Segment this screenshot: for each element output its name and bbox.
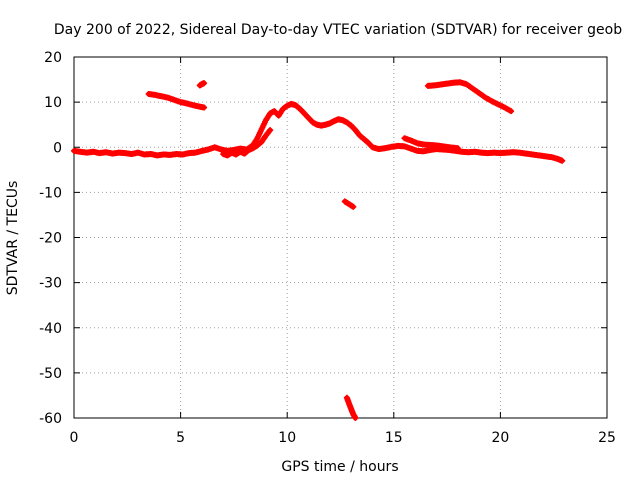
y-tick-label: -30	[39, 276, 62, 292]
series-4	[196, 80, 208, 89]
y-tick-label: 10	[44, 95, 62, 111]
series-band	[71, 101, 565, 164]
y-tick-label: 20	[44, 50, 62, 66]
x-tick-label: 10	[278, 430, 296, 446]
series-band	[146, 91, 207, 110]
series-band	[425, 79, 514, 114]
series-2	[401, 135, 461, 152]
x-tick-label: 20	[491, 430, 509, 446]
series-band	[220, 127, 273, 158]
series-7	[343, 394, 359, 421]
y-tick-label: -60	[39, 411, 62, 427]
y-tick-labels: 20 10 0 -10 -20 -30 -40 -50 -60	[39, 50, 62, 427]
series-6	[341, 198, 357, 210]
y-tick-label: -40	[39, 321, 62, 337]
x-tick-label: 0	[70, 430, 79, 446]
y-tick-label: -10	[39, 185, 62, 201]
series-band	[342, 198, 356, 210]
series-3	[145, 91, 208, 111]
series-band	[402, 135, 461, 151]
y-tick-label: -20	[39, 231, 62, 247]
grid-lines	[74, 57, 607, 418]
series-5	[424, 79, 515, 115]
series-0	[71, 100, 566, 164]
y-tick-label: 0	[53, 140, 62, 156]
series-band	[344, 395, 358, 421]
plot-frame	[73, 56, 608, 419]
chart-title: Day 200 of 2022, Sidereal Day-to-day VTE…	[54, 22, 622, 38]
y-axis-label: SDTVAR / TECUs	[5, 181, 21, 296]
series-1	[220, 127, 274, 159]
series-band	[197, 80, 207, 88]
x-tick-label: 5	[176, 430, 185, 446]
x-axis-label: GPS time / hours	[281, 459, 398, 475]
axis-ticks	[73, 56, 608, 419]
data-series	[71, 79, 566, 421]
y-tick-label: -50	[39, 366, 62, 382]
x-tick-label: 25	[598, 430, 616, 446]
x-tick-label: 15	[385, 430, 403, 446]
x-tick-labels: 0 5 10 15 20 25	[70, 430, 616, 446]
